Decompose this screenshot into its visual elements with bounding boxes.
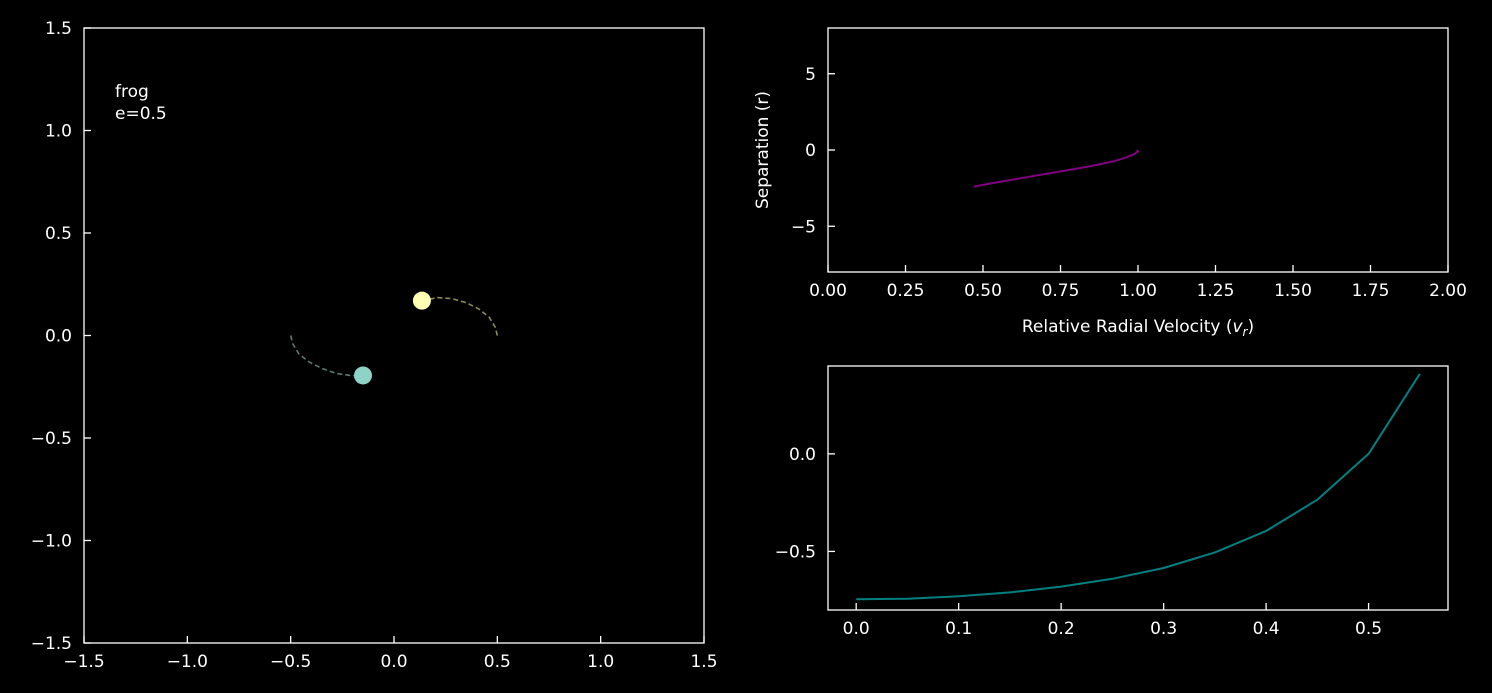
phase-x-tick-label: 2.00 — [1429, 281, 1467, 301]
energy-panel: 0.0 0.1 0.2 0.3 0.4 0.5 0.0 −0.5 — [775, 365, 1449, 639]
phase-y-tick-label: 0 — [805, 141, 816, 161]
orbit-y-tick-label: 1.0 — [45, 122, 72, 142]
energy-y-tick-label: −0.5 — [775, 542, 816, 562]
orbit-x-tick-label: 0.5 — [484, 652, 511, 672]
phase-x-axis-label: Relative Radial Velocity (vr) — [1022, 317, 1254, 339]
orbit-x-tick-label: −0.5 — [270, 652, 311, 672]
orbit-y-tick-label: −1.0 — [31, 532, 72, 552]
orbit-x-tick-label: 1.0 — [587, 652, 614, 672]
energy-x-tick-label: 0.4 — [1253, 619, 1280, 639]
phase-y-axis-label: Separation (r) — [753, 91, 773, 209]
orbit-body-marker — [412, 291, 431, 310]
phase-x-tick-label: 1.25 — [1197, 281, 1235, 301]
orbit-orbit-trail — [421, 296, 499, 336]
phase-x-tick-label: 0.25 — [887, 281, 925, 301]
energy-x-tick-label: 0.2 — [1048, 619, 1075, 639]
energy-x-tick-label: 0.3 — [1150, 619, 1177, 639]
orbit-x-tick-label: −1.5 — [63, 652, 104, 672]
orbit-body-marker — [354, 366, 372, 385]
phase-y-tick-label: 5 — [805, 65, 816, 85]
phase-x-tick-label: 1.75 — [1352, 281, 1390, 301]
phase-series-line — [973, 149, 1139, 188]
energy-series-line — [856, 373, 1421, 601]
phase-x-tick-label: 1.50 — [1274, 281, 1312, 301]
phase-x-tick-label: 0.75 — [1042, 281, 1080, 301]
phase-panel: Relative Radial Velocity (vr) Separation… — [753, 27, 1467, 339]
orbit-x-tick-label: 1.5 — [690, 652, 717, 672]
energy-x-tick-label: 0.1 — [945, 619, 972, 639]
orbit-x-tick-label: 0.0 — [380, 652, 407, 672]
orbit-y-tick-label: 1.5 — [45, 19, 72, 39]
energy-x-tick-label: 0.0 — [843, 619, 870, 639]
energy-y-tick-label: 0.0 — [789, 445, 816, 465]
orbit-panel: frog e=0.5 −1.5 −1.0 −0.5 0.0 0.5 1.0 1.5 −1.5 −… — [31, 19, 718, 672]
orbit-y-tick-label: −0.5 — [31, 429, 72, 449]
energy-axes-frame — [827, 365, 1449, 611]
phase-x-tick-label: 1.00 — [1119, 281, 1157, 301]
orbit-y-tick-label: 0.0 — [45, 327, 72, 347]
energy-x-tick-label: 0.5 — [1355, 619, 1382, 639]
phase-x-tick-label: 0.50 — [964, 281, 1002, 301]
orbit-annotation-line-2: e=0.5 — [115, 104, 167, 124]
orbit-annotation-line-1: frog — [115, 82, 149, 102]
orbit-y-tick-label: −1.5 — [31, 634, 72, 654]
orbit-y-tick-label: 0.5 — [45, 224, 72, 244]
orbit-orbit-trail — [289, 335, 363, 377]
phase-y-tick-label: −5 — [791, 217, 816, 237]
phase-x-tick-label: 0.00 — [809, 281, 847, 301]
orbit-x-tick-label: −1.0 — [167, 652, 208, 672]
